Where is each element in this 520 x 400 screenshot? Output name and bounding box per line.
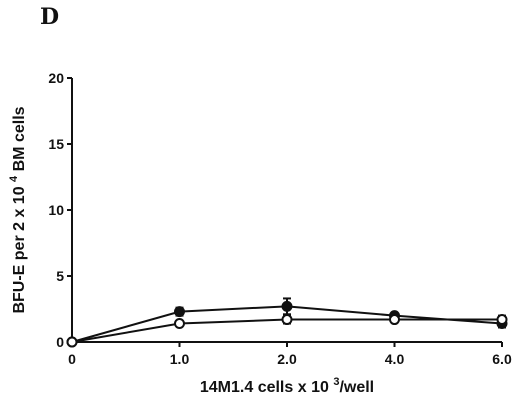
series-layer bbox=[66, 297, 508, 348]
series-2 bbox=[66, 314, 508, 348]
x-axis-ticks: 0 1.0 2.0 4.0 6.0 bbox=[68, 342, 512, 367]
x-tick-label: 6.0 bbox=[492, 351, 512, 367]
x-tick-label: 2.0 bbox=[277, 351, 297, 367]
open-data-point bbox=[66, 336, 78, 348]
filled-data-point bbox=[281, 300, 293, 312]
y-axis-label: BFU-E per 2 x 10 4 BM cells bbox=[8, 106, 28, 313]
filled-data-point bbox=[174, 306, 185, 318]
y-tick-label: 0 bbox=[56, 334, 64, 350]
y-axis-ticks: 0 5 10 15 20 bbox=[48, 70, 72, 350]
panel-letter: D bbox=[40, 4, 59, 30]
y-tick-label: 5 bbox=[56, 268, 64, 284]
open-data-point bbox=[174, 318, 185, 330]
y-tick-label: 20 bbox=[48, 70, 64, 86]
open-data-point bbox=[389, 314, 400, 326]
open-data-point bbox=[496, 314, 508, 326]
x-tick-label: 0 bbox=[68, 351, 76, 367]
x-tick-label: 4.0 bbox=[385, 351, 405, 367]
x-axis-label: 14M1.4 cells x 10 3/well bbox=[200, 376, 374, 396]
y-tick-label: 15 bbox=[48, 136, 64, 152]
x-tick-label: 1.0 bbox=[170, 351, 190, 367]
open-data-point bbox=[281, 314, 293, 326]
y-tick-label: 10 bbox=[48, 202, 64, 218]
